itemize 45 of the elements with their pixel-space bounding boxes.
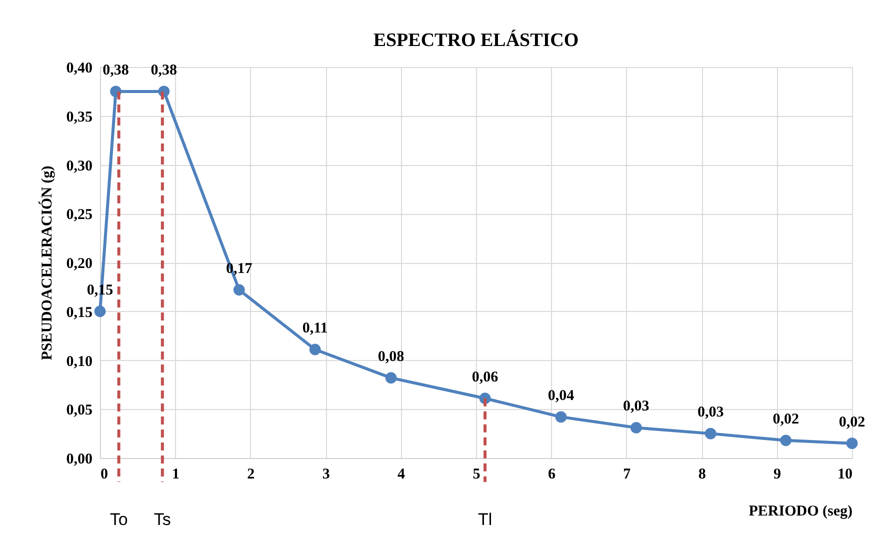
- point: [780, 434, 792, 446]
- x-tick-label: 7: [623, 466, 632, 482]
- y-axis-title: PSEUDOACELERACIÓN (g): [38, 166, 56, 360]
- x-tick-label: 3: [322, 466, 330, 482]
- y-tick-label: 0,35: [66, 109, 92, 126]
- x-tick-label: 5: [472, 466, 480, 482]
- point: [555, 411, 567, 423]
- data-label: 0,11: [302, 320, 328, 336]
- point: [233, 284, 245, 296]
- y-tick-label: 0,25: [66, 207, 92, 224]
- data-label: 0,38: [150, 62, 178, 78]
- data-label: 0,06: [472, 369, 499, 386]
- point: [94, 306, 106, 318]
- point: [630, 422, 642, 434]
- data-label: 0,08: [378, 348, 404, 365]
- data-label: 0,38: [102, 62, 129, 78]
- data-label: 0,02: [838, 414, 866, 430]
- x-tick-label: 2: [247, 466, 255, 482]
- x-tick-label: 10: [838, 466, 852, 482]
- x-tick-label: 4: [398, 466, 406, 482]
- data-label: 0,02: [772, 411, 799, 428]
- chart-title: ESPECTRO ELÁSTICO: [373, 29, 579, 51]
- y-tick-label: 0,40: [66, 60, 92, 76]
- data-label: 0,03: [623, 398, 650, 415]
- data-label: 0,04: [548, 388, 575, 404]
- y-tick-label: 0,10: [66, 354, 92, 370]
- x-tick-label: 0: [100, 466, 108, 482]
- x-axis-title: PERIODO (seg): [748, 504, 852, 520]
- y-tick-label: 0,30: [66, 158, 92, 174]
- y-tick-label: 0,05: [66, 402, 92, 419]
- point: [704, 428, 716, 440]
- x-tick-label: 9: [774, 466, 782, 482]
- x-tick-label: 8: [698, 466, 706, 482]
- y-tick-label: 0,00: [66, 452, 92, 468]
- point: [385, 372, 397, 384]
- ref-line-label: Ts: [154, 510, 171, 529]
- y-tick-label: 0,15: [66, 304, 92, 321]
- data-label: 0,03: [698, 404, 724, 421]
- x-tick-label: 6: [548, 466, 556, 482]
- ref-line-label: To: [110, 510, 128, 529]
- x-tick-label: 1: [172, 466, 180, 482]
- point: [309, 344, 321, 356]
- ref-line-label: Tl: [478, 510, 492, 529]
- point: [846, 438, 858, 450]
- y-tick-label: 0,20: [66, 256, 92, 272]
